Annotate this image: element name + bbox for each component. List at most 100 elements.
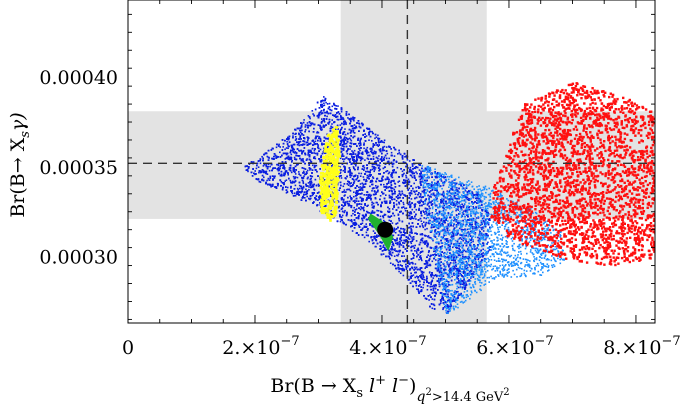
data-point [411,237,413,239]
data-point [416,172,418,175]
data-point [457,193,459,196]
data-point [293,192,296,194]
data-point [430,237,432,239]
data-point [313,156,316,158]
data-point [339,220,342,223]
data-point [446,229,449,232]
data-point [431,298,434,300]
data-point [413,172,416,174]
data-point [422,226,425,229]
data-point [467,280,469,282]
data-point [381,141,384,143]
data-point [288,167,291,169]
data-point [351,230,354,232]
data-point [431,285,434,288]
data-point [307,115,310,117]
data-point [426,227,428,230]
data-point [375,185,377,187]
data-point [420,170,422,173]
data-point [400,231,403,234]
data-point [380,157,383,160]
data-point [410,228,412,230]
data-point [364,159,366,161]
data-point [277,164,280,167]
data-point [432,239,434,242]
data-point [269,175,271,178]
data-point [331,119,333,121]
data-point [413,182,415,185]
data-point [371,210,374,212]
data-point [432,277,435,279]
data-point [437,191,439,194]
data-point [349,145,351,147]
data-point [309,117,311,120]
data-point [394,242,397,244]
data-point [459,272,461,275]
data-point [349,153,351,155]
data-point [299,138,302,140]
data-point [350,139,353,142]
data-point [446,238,449,240]
data-point [295,158,297,161]
data-point [429,294,431,296]
data-point [388,219,391,222]
data-point [442,190,445,193]
data-point [337,105,339,107]
data-point [302,181,304,183]
data-point [418,258,420,261]
data-point [397,253,400,255]
data-point [422,210,424,212]
data-point [398,268,400,270]
data-point [371,130,373,133]
data-point [349,148,351,150]
data-point [440,202,442,204]
data-point [386,152,389,155]
data-point [316,131,319,133]
data-point [391,193,394,196]
data-point [308,186,310,188]
data-point [284,170,287,172]
data-point [398,190,400,192]
data-point [359,141,361,143]
data-point [398,251,401,253]
data-point [258,171,260,174]
data-point [367,158,370,160]
data-point [441,277,443,280]
data-point [419,283,421,286]
data-point [411,217,413,220]
data-point [459,254,461,257]
data-point [416,275,418,278]
data-point [391,187,394,189]
data-point [372,155,375,158]
data-point [487,241,489,244]
data-point [446,202,448,205]
data-point [458,227,461,230]
data-point [372,235,375,238]
data-point [393,155,396,157]
data-point [343,136,346,138]
data-point [480,226,482,229]
data-point [438,283,440,285]
data-point [317,199,319,201]
data-point [365,223,367,225]
data-point [317,145,319,148]
data-point [302,182,305,185]
data-point [304,126,307,128]
data-point [388,186,391,188]
data-point [286,186,289,189]
data-point [287,145,289,147]
data-point [396,222,399,224]
data-point [309,124,312,127]
data-point [472,206,474,208]
data-point [372,230,375,232]
data-point [405,181,407,184]
data-point [247,170,249,173]
data-point [339,157,342,160]
data-point [287,147,289,149]
data-point [352,131,355,133]
data-point [472,240,474,243]
data-point [429,207,431,210]
data-point [434,246,437,248]
data-point [378,137,381,140]
data-point [353,206,355,209]
